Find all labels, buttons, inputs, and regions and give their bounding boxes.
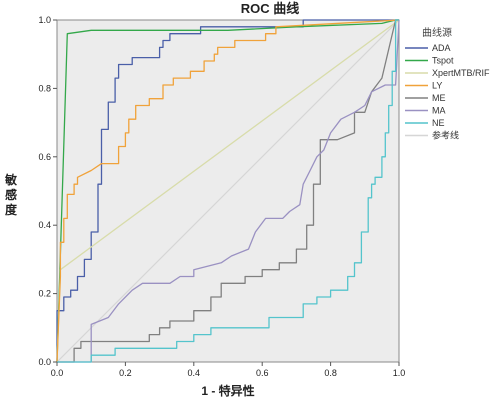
y-tick-label: 0.4 (38, 220, 51, 230)
y-tick-label: 1.0 (38, 15, 51, 25)
series-line-ne (57, 19, 399, 363)
series-line-ly (56, 19, 400, 363)
legend-entry-label: MA (432, 106, 446, 116)
x-tick-label: 0.2 (119, 368, 132, 378)
legend-entry-label: Tspot (432, 56, 454, 66)
legend-entry-label: ME (432, 93, 446, 103)
axis-ticks: 0.0 0.2 0.4 0.6 0.8 1.0 0.0 0.2 0.4 0.6 0.8 1.0 (38, 15, 405, 378)
legend-entry-label: NE (432, 118, 445, 128)
y-tick-label: 0.8 (38, 83, 51, 93)
reference-line (56, 19, 400, 363)
series-line-me (57, 19, 399, 363)
y-axis-title-char: 度 (5, 202, 18, 217)
legend-entry-label: 参考线 (432, 130, 459, 141)
y-tick-label: 0.0 (38, 357, 51, 367)
x-tick-label: 0.4 (188, 368, 201, 378)
y-tick-label: 0.2 (38, 289, 51, 299)
y-axis-title-char: 敏 (4, 172, 18, 187)
legend-title: 曲线源 (422, 26, 452, 39)
y-tick-label: 0.6 (38, 152, 51, 162)
reference-line-layer (56, 19, 400, 363)
legend-entry-label: ADA (432, 43, 451, 53)
y-axis-title-char: 感 (5, 187, 17, 202)
legend-entry-label: XpertMTB/RIF (432, 68, 490, 78)
x-tick-label: 0.0 (51, 368, 64, 378)
y-axis-title: 敏感度 (4, 172, 18, 217)
x-tick-label: 0.6 (256, 368, 269, 378)
series-line-ada (56, 19, 399, 362)
x-tick-label: 0.8 (324, 368, 337, 378)
legend: 曲线源 ADA Tspot XpertMTB/RIF LY ME MA NE 参考线 (405, 26, 490, 141)
chart-title: ROC 曲线 (241, 1, 300, 16)
roc-curves (56, 19, 400, 363)
series-line-ma (57, 19, 400, 363)
x-axis-title: 1 - 特异性 (201, 383, 254, 398)
x-tick-label: 1.0 (393, 368, 406, 378)
legend-entry-label: LY (432, 81, 442, 91)
